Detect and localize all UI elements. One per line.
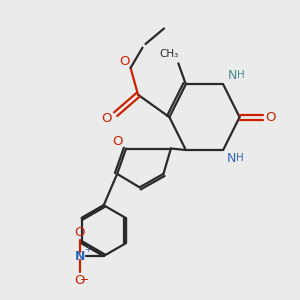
Text: N: N <box>75 250 85 262</box>
Text: H: H <box>236 153 244 164</box>
Text: O: O <box>112 134 123 148</box>
Text: −: − <box>80 275 89 286</box>
Text: +: + <box>84 245 91 254</box>
Text: O: O <box>75 274 85 287</box>
Text: N: N <box>227 69 237 82</box>
Text: N: N <box>226 152 236 165</box>
Text: O: O <box>266 111 276 124</box>
Text: CH₃: CH₃ <box>160 50 179 59</box>
Text: H: H <box>237 70 245 80</box>
Text: O: O <box>101 112 112 125</box>
Text: O: O <box>75 226 85 238</box>
Text: O: O <box>119 56 130 68</box>
